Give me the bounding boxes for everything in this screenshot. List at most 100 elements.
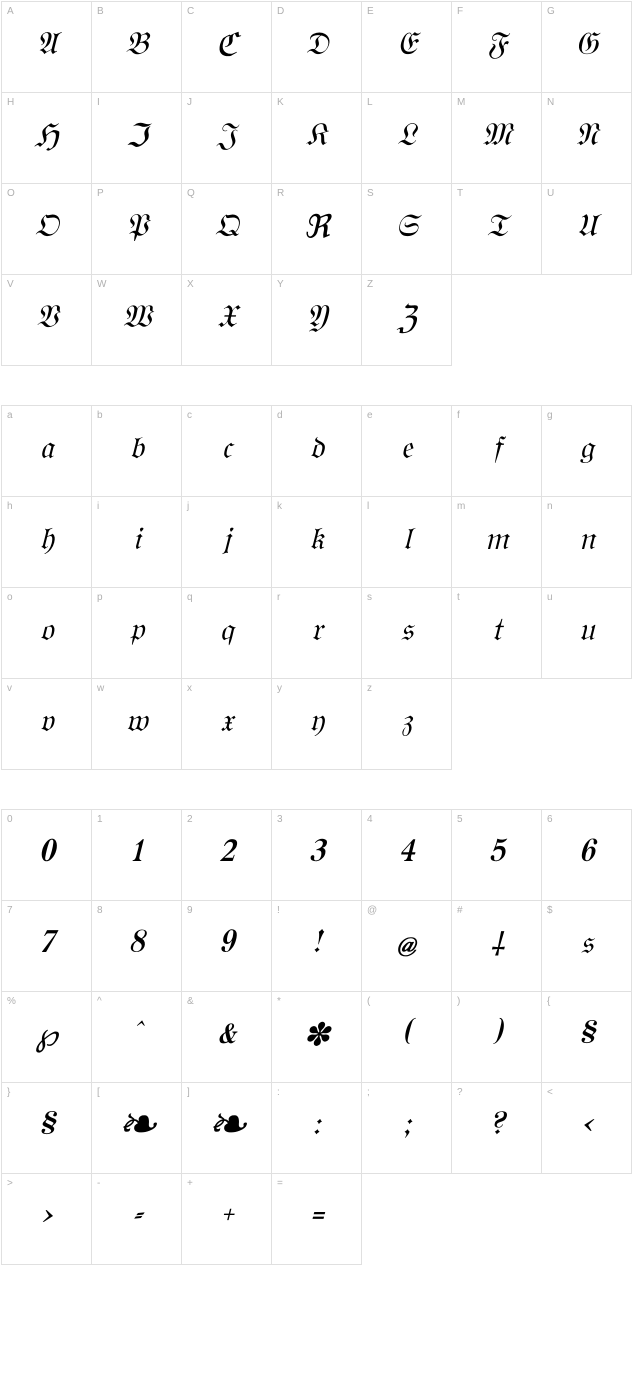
glyph-cell[interactable]: W𝔚	[91, 274, 182, 366]
glyph-cell[interactable]: Q𝔔	[181, 183, 272, 275]
cell-label: s	[367, 592, 372, 603]
glyph-cell[interactable]: &&	[181, 991, 272, 1083]
glyph-cell[interactable]: #⸸	[451, 900, 542, 992]
glyph-cell[interactable]: ((	[361, 991, 452, 1083]
glyph-cell[interactable]: n𝔫	[541, 496, 632, 588]
cell-label: M	[457, 97, 465, 108]
glyph-cell[interactable]: O𝔒	[1, 183, 92, 275]
glyph-cell[interactable]: V𝔙	[1, 274, 92, 366]
glyph-cell[interactable]: o𝔬	[1, 587, 92, 679]
glyph-cell[interactable]: Cℭ	[181, 1, 272, 93]
glyph-cell[interactable]: 66	[541, 809, 632, 901]
glyph-cell[interactable]: d𝔡	[271, 405, 362, 497]
cell-glyph: ✽	[303, 1016, 330, 1055]
glyph-cell[interactable]: y𝔶	[271, 678, 362, 770]
glyph-cell[interactable]: Y𝔜	[271, 274, 362, 366]
cell-glyph: 𝔬	[40, 614, 53, 649]
glyph-cell[interactable]: x𝔵	[181, 678, 272, 770]
glyph-cell[interactable]: B𝔅	[91, 1, 182, 93]
glyph-cell[interactable]: $𝔰	[541, 900, 632, 992]
glyph-cell[interactable]: *✽	[271, 991, 362, 1083]
glyph-cell[interactable]: 22	[181, 809, 272, 901]
glyph-cell[interactable]: c𝔠	[181, 405, 272, 497]
glyph-cell[interactable]: ??	[451, 1082, 542, 1174]
glyph-cell[interactable]: E𝔈	[361, 1, 452, 93]
cell-glyph: 𝔫	[578, 523, 594, 558]
glyph-cell[interactable]: A𝔄	[1, 1, 92, 93]
glyph-cell[interactable]: @@	[361, 900, 452, 992]
glyph-cell[interactable]: s𝔰	[361, 587, 452, 679]
glyph-cell[interactable]: q𝔮	[181, 587, 272, 679]
cell-label: &	[187, 996, 194, 1007]
glyph-cell[interactable]: u𝔲	[541, 587, 632, 679]
glyph-cell[interactable]: --	[91, 1173, 182, 1265]
glyph-cell[interactable]: ]❧	[181, 1082, 272, 1174]
glyph-cell[interactable]: l𝔩	[361, 496, 452, 588]
glyph-cell[interactable]: 44	[361, 809, 452, 901]
glyph-cell[interactable]: w𝔴	[91, 678, 182, 770]
glyph-cell[interactable]: r𝔯	[271, 587, 362, 679]
glyph-cell[interactable]: J𝔍	[181, 92, 272, 184]
glyph-cell[interactable]: z𝔷	[361, 678, 452, 770]
cell-glyph: 𝔖	[395, 210, 417, 245]
glyph-cell[interactable]: L𝔏	[361, 92, 452, 184]
glyph-cell[interactable]: i𝔦	[91, 496, 182, 588]
glyph-cell[interactable]: D𝔇	[271, 1, 362, 93]
glyph-cell[interactable]: ^ˆ	[91, 991, 182, 1083]
cell-label: n	[547, 501, 553, 512]
glyph-cell[interactable]: ;;	[361, 1082, 452, 1174]
glyph-cell[interactable]: K𝔎	[271, 92, 362, 184]
glyph-cell[interactable]: 11	[91, 809, 182, 901]
glyph-cell[interactable]: U𝔘	[541, 183, 632, 275]
glyph-cell[interactable]: ++	[181, 1173, 272, 1265]
glyph-cell[interactable]: X𝔛	[181, 274, 272, 366]
cell-label: 5	[457, 814, 463, 825]
glyph-cell[interactable]: b𝔟	[91, 405, 182, 497]
glyph-cell[interactable]: Iℑ	[91, 92, 182, 184]
glyph-cell[interactable]: G𝔊	[541, 1, 632, 93]
glyph-cell[interactable]: 88	[91, 900, 182, 992]
glyph-cell[interactable]: P𝔓	[91, 183, 182, 275]
glyph-cell[interactable]: m𝔪	[451, 496, 542, 588]
glyph-cell[interactable]: <‹	[541, 1082, 632, 1174]
glyph-cell[interactable]: N𝔑	[541, 92, 632, 184]
glyph-cell[interactable]: !!	[271, 900, 362, 992]
cell-glyph: ❧	[116, 1097, 156, 1154]
glyph-cell[interactable]: g𝔤	[541, 405, 632, 497]
glyph-cell[interactable]: M𝔐	[451, 92, 542, 184]
glyph-cell[interactable]: ))	[451, 991, 542, 1083]
glyph-cell[interactable]: 77	[1, 900, 92, 992]
glyph-cell[interactable]: j𝔧	[181, 496, 272, 588]
glyph-cell[interactable]: 00	[1, 809, 92, 901]
glyph-cell[interactable]: e𝔢	[361, 405, 452, 497]
glyph-cell[interactable]: ::	[271, 1082, 362, 1174]
glyph-cell[interactable]: {§	[541, 991, 632, 1083]
glyph-cell[interactable]: t𝔱	[451, 587, 542, 679]
glyph-cell[interactable]: 33	[271, 809, 362, 901]
cell-glyph: ;	[404, 1110, 409, 1143]
glyph-cell[interactable]: Hℌ	[1, 92, 92, 184]
cell-glyph: 𝔘	[576, 210, 597, 245]
glyph-cell[interactable]: p𝔭	[91, 587, 182, 679]
cell-label: ;	[367, 1087, 370, 1098]
glyph-cell[interactable]: h𝔥	[1, 496, 92, 588]
glyph-cell[interactable]: }§	[1, 1082, 92, 1174]
glyph-cell[interactable]: Zℨ	[361, 274, 452, 366]
glyph-cell[interactable]: [❧	[91, 1082, 182, 1174]
glyph-cell[interactable]: 99	[181, 900, 272, 992]
glyph-cell[interactable]: v𝔳	[1, 678, 92, 770]
glyph-cell[interactable]: %℘	[1, 991, 92, 1083]
cell-glyph: 2	[219, 837, 233, 870]
cell-glyph: 𝔑	[575, 119, 598, 154]
glyph-cell[interactable]: k𝔨	[271, 496, 362, 588]
glyph-cell[interactable]: T𝔗	[451, 183, 542, 275]
glyph-cell[interactable]: >›	[1, 1173, 92, 1265]
glyph-cell[interactable]: 55	[451, 809, 542, 901]
glyph-cell[interactable]: a𝔞	[1, 405, 92, 497]
glyph-cell[interactable]: S𝔖	[361, 183, 452, 275]
glyph-cell[interactable]: ==	[271, 1173, 362, 1265]
cell-label: :	[277, 1087, 280, 1098]
glyph-cell[interactable]: f𝔣	[451, 405, 542, 497]
glyph-cell[interactable]: Rℜ	[271, 183, 362, 275]
glyph-cell[interactable]: F𝔉	[451, 1, 542, 93]
